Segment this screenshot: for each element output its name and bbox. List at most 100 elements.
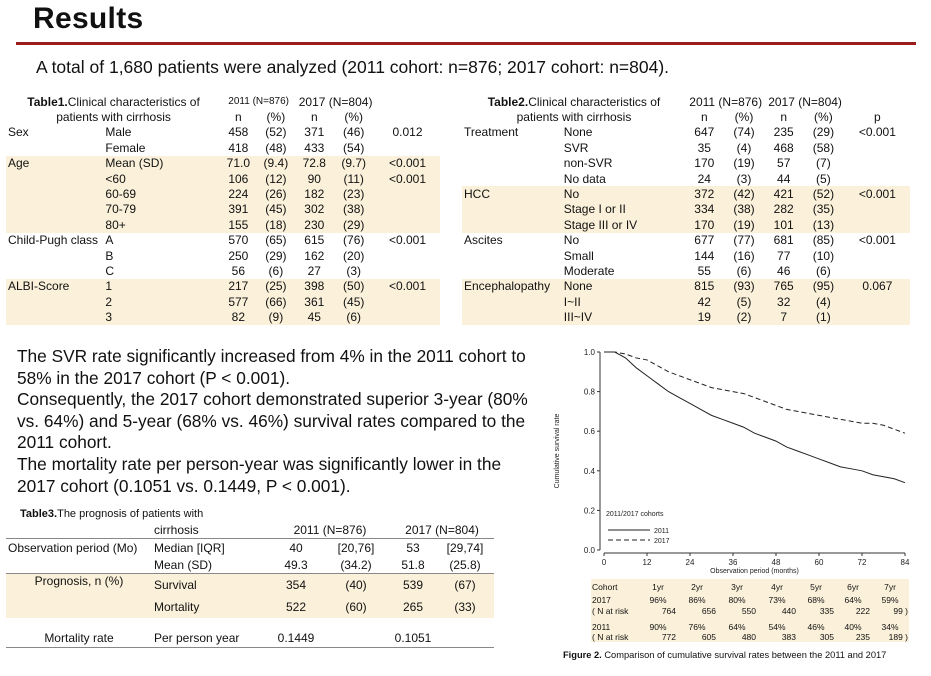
chart-axes: 0 12 24 36 48 60 72 84 0.0 0.2 0.4 0.6 0.8 1.0 Observa…: [554, 348, 910, 575]
survival-cell: 76%: [688, 621, 706, 632]
table-cell: <0.001: [858, 125, 896, 140]
table-cell: (74): [733, 125, 755, 140]
table1-caption: Table1.Clinical characteristics of: [27, 94, 200, 109]
table-cell: 19: [685, 309, 723, 325]
table-cell: 32: [765, 294, 803, 310]
row-group-label: [6, 201, 104, 218]
table-cell: [845, 156, 910, 171]
row-label: 70-79: [103, 201, 222, 218]
table-cell: <0.001: [375, 170, 440, 187]
x-axis-label: Observation period (months): [710, 568, 799, 575]
row-group-label: ALBI-Score: [6, 278, 104, 295]
table-cell: (11): [332, 170, 376, 187]
title-divider: [16, 42, 916, 45]
table-cell: (93): [722, 278, 766, 295]
x-tick-label: 48: [772, 558, 781, 567]
table-cell: <0.001: [388, 233, 427, 248]
table-cell: (45): [255, 201, 297, 218]
table3-cell: 265: [390, 595, 436, 618]
table-row: 3 82 (9) 45 (6): [6, 309, 440, 325]
table2-caption: Table2.Clinical characteristics of: [487, 94, 661, 109]
table-cell: 71.0: [221, 155, 256, 171]
row-label: SVR: [563, 140, 589, 155]
table-cell: (4): [736, 140, 752, 155]
table-cell: 170: [694, 156, 715, 171]
row-label: III~IV: [561, 309, 686, 325]
y-tick-label: 0.4: [584, 467, 596, 476]
table-cell: 372: [685, 186, 723, 202]
table3-cell: (34.2): [322, 556, 390, 574]
summary-line: The mortality rate per person-year was s…: [17, 453, 502, 496]
table-cell: (26): [255, 186, 297, 202]
table-cell: 7: [765, 309, 803, 325]
table-cell: 418: [228, 140, 249, 155]
row-label: No: [561, 186, 686, 202]
table-cell: [844, 294, 910, 310]
table-cell: (5): [722, 294, 766, 310]
table3: Table3.The prognosis of patients with ci…: [6, 507, 494, 648]
table-cell: (9.4): [255, 155, 297, 171]
table-cell: [375, 263, 440, 278]
table1-n-header: n: [310, 110, 318, 125]
table-cell: (66): [255, 294, 297, 310]
table-cell: 182: [296, 186, 333, 202]
table-cell: (19): [722, 217, 766, 233]
table-cell: 334: [685, 201, 723, 218]
table3-cell: 0.1051: [390, 617, 436, 648]
table-cell: <0.001: [858, 233, 896, 248]
table-cell: 24: [697, 171, 711, 186]
survival-cell: 46%: [807, 621, 825, 632]
row-group-label: [6, 294, 104, 310]
row-label: 1: [103, 278, 222, 295]
table-cell: (4): [802, 294, 845, 310]
table-cell: 647: [694, 125, 715, 140]
survival-at-risk-table: Cohort 1yr 2yr 3yr 4yr 5yr 6yr 7yr 2017 96% 86% 80%…: [591, 579, 909, 642]
table-row: 2017 96% 86% 80% 73% 68% 64% 59%: [591, 595, 909, 606]
table-cell: 72.8: [296, 155, 333, 171]
survival-cell: 90%: [649, 621, 667, 632]
table1-pct-header: (%): [344, 110, 364, 125]
survival-cell: 34%: [881, 621, 899, 632]
table-cell: [375, 294, 440, 310]
table-row: ( N at risk 772 605 480 383 305 235 189 ): [591, 632, 909, 643]
y-axis-label: Cumulative survival rate: [554, 414, 561, 489]
row-label: Male: [105, 125, 132, 140]
survival-cell: 54%: [768, 621, 786, 632]
survival-cell: ( N at risk: [592, 605, 629, 616]
row-label: Moderate: [563, 263, 615, 278]
table-cell: (7): [816, 156, 831, 171]
table-cell: (9.7): [332, 155, 376, 171]
table3-cell: Median [IQR]: [154, 540, 225, 555]
survival-header-cell: 1yr: [652, 582, 664, 592]
y-tick-label: 0.6: [584, 427, 596, 436]
table3-cell: (60): [322, 595, 390, 618]
table-cell: 250: [228, 248, 249, 263]
table-cell: 101: [765, 217, 803, 233]
x-tick-label: 72: [858, 558, 867, 567]
table-cell: (16): [733, 248, 755, 263]
table-cell: 170: [685, 217, 723, 233]
survival-header-cell: 2yr: [691, 582, 703, 592]
survival-header-cell: Cohort: [592, 582, 618, 592]
row-group-label: [462, 140, 562, 155]
table3-cell: Mean (SD): [152, 556, 270, 574]
table-cell: 57: [777, 156, 791, 171]
survival-cell: 2011: [592, 621, 611, 632]
table-cell: 44: [777, 171, 791, 186]
row-group-label: [462, 201, 562, 218]
series-line-2017: [604, 351, 906, 434]
table-row: 70-79 391 (45) 302 (38): [6, 201, 440, 218]
row-label: Stage III or IV: [561, 217, 686, 233]
table-cell: 106: [221, 170, 256, 187]
legend-label: 2017: [654, 538, 670, 545]
table3-cell: Mortality: [152, 595, 270, 618]
row-group-label: [462, 171, 562, 186]
table2-caption-line2: patients with cirrhosis: [516, 110, 632, 125]
row-group-label: [6, 309, 104, 325]
row-group-label: Age: [6, 155, 104, 171]
table-cell: (29): [265, 248, 287, 263]
table-cell: 55: [697, 263, 711, 278]
survival-cell: 764: [661, 605, 676, 616]
table-row: ALBI-Score 1 217 (25) 398 (50) <0.001: [6, 278, 440, 295]
table-cell: (6): [332, 309, 376, 325]
